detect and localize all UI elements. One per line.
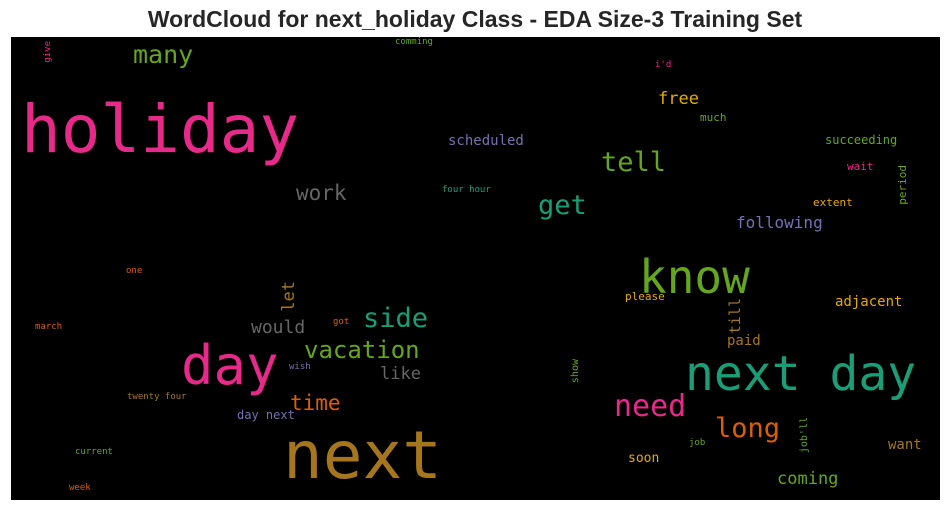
word-vacation: vacation xyxy=(304,336,420,364)
word-wait: wait xyxy=(847,160,874,173)
word-comming: comming xyxy=(395,37,433,47)
word-side: side xyxy=(363,303,429,334)
word-till: till xyxy=(726,298,744,335)
word-show: show xyxy=(570,359,581,384)
word-need: need xyxy=(614,389,687,424)
word-period: period xyxy=(896,165,909,205)
word-long: long xyxy=(715,413,781,444)
word-free: free xyxy=(658,89,699,109)
word-get: get xyxy=(538,190,587,221)
word-time: time xyxy=(290,391,341,415)
word-please: please xyxy=(625,290,665,303)
word-would: would xyxy=(251,317,306,338)
word-adjacent: adjacent xyxy=(835,294,903,310)
word-succeeding: succeeding xyxy=(825,133,898,147)
word-soon: soon xyxy=(628,451,660,466)
word-let: let xyxy=(279,281,299,312)
word-four-hour: four hour xyxy=(442,185,491,195)
word-wish: wish xyxy=(289,362,311,372)
word-twenty-four: twenty four xyxy=(127,392,187,402)
word-following: following xyxy=(736,213,823,232)
word-next: next xyxy=(283,417,442,494)
word-extent: extent xyxy=(813,196,853,209)
word-tell: tell xyxy=(601,147,667,178)
word-day-next: day next xyxy=(237,408,295,422)
word-week: week xyxy=(69,483,91,493)
word-one: one xyxy=(126,266,143,276)
word-know: know xyxy=(639,250,750,304)
word-many: many xyxy=(133,40,194,69)
word-coming: coming xyxy=(777,469,839,489)
word-march: march xyxy=(35,322,63,332)
word-cloud-canvas: holiday next next day day know vacation side te… xyxy=(11,37,940,500)
word-work: work xyxy=(296,181,347,205)
word-i-d: i'd xyxy=(655,60,672,70)
word-got: got xyxy=(333,317,350,327)
word-holiday: holiday xyxy=(21,91,300,168)
word-much: much xyxy=(700,111,727,124)
word-like: like xyxy=(380,364,421,384)
word-next-day: next day xyxy=(685,346,917,402)
word-day: day xyxy=(181,334,279,397)
word-scheduled: scheduled xyxy=(448,133,524,149)
word-job: job xyxy=(689,438,706,448)
word-paid: paid xyxy=(727,333,761,349)
word-give: give xyxy=(43,41,53,63)
word-want: want xyxy=(888,437,922,453)
word-job-ll: job'll xyxy=(799,417,810,454)
chart-title: WordCloud for next_holiday Class - EDA S… xyxy=(147,6,803,32)
word-current: current xyxy=(75,447,113,457)
